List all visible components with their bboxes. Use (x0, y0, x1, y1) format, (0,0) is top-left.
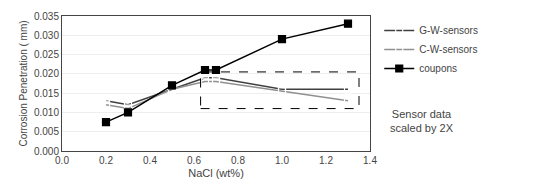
svg-text:1.4: 1.4 (363, 155, 377, 166)
svg-text:0.030: 0.030 (34, 30, 59, 41)
svg-text:0.0: 0.0 (55, 155, 69, 166)
svg-text:0.025: 0.025 (34, 49, 59, 60)
svg-text:1.0: 1.0 (275, 155, 289, 166)
svg-text:C-W-sensors: C-W-sensors (419, 44, 477, 55)
svg-text:0.015: 0.015 (34, 88, 59, 99)
svg-text:0.4: 0.4 (143, 155, 157, 166)
svg-text:0.2: 0.2 (99, 155, 113, 166)
svg-text:0.8: 0.8 (231, 155, 245, 166)
svg-text:coupons: coupons (419, 63, 457, 74)
svg-text:0.020: 0.020 (34, 68, 59, 79)
svg-text:0.010: 0.010 (34, 107, 59, 118)
svg-text:0.6: 0.6 (187, 155, 201, 166)
svg-text:0.035: 0.035 (34, 11, 59, 22)
svg-text:Sensor datascaled by 2X: Sensor datascaled by 2X (390, 108, 454, 134)
svg-text:1.2: 1.2 (319, 155, 333, 166)
svg-text:Corrosion Penetration ( mm): Corrosion Penetration ( mm) (18, 20, 29, 146)
svg-text:0.000: 0.000 (34, 146, 59, 157)
svg-text:NaCl (wt%): NaCl (wt%) (188, 167, 244, 179)
svg-text:0.005: 0.005 (34, 126, 59, 137)
svg-text:G-W-sensors: G-W-sensors (419, 25, 478, 36)
